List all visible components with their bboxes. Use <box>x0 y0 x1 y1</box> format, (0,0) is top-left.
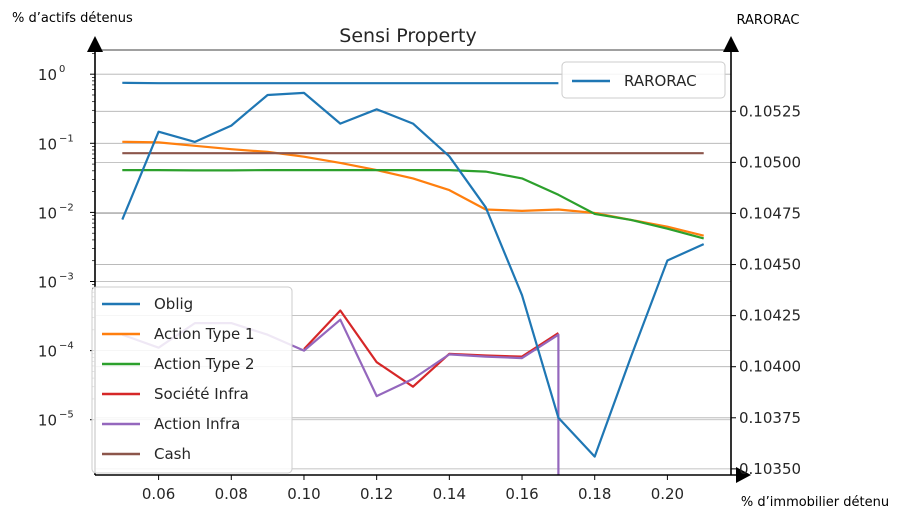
y-right-tick-label: 0.10375 <box>739 409 801 427</box>
y-left-tick-exponent: −2 <box>59 202 74 213</box>
x-tick-label: 0.12 <box>360 485 393 503</box>
chart-title: Sensi Property <box>339 25 476 47</box>
series-line-action-type-1 <box>122 140 704 237</box>
legend-left-box <box>91 286 293 474</box>
x-tick-label: 0.08 <box>215 485 248 503</box>
y-left-tick-exponent: 0 <box>59 64 65 75</box>
y-left-tick-label: 10 <box>38 66 57 84</box>
series-line-action-type-2 <box>122 169 704 240</box>
series-line-rarorac <box>121 91 705 458</box>
y-right-axis-label: RARORAC <box>737 13 800 28</box>
legend-right: RARORAC <box>561 61 726 99</box>
x-tick-label: 0.14 <box>433 485 466 503</box>
x-axis-arrow <box>736 467 751 483</box>
y-left-tick-label: 10 <box>38 135 57 153</box>
legend-label: RARORAC <box>624 72 697 90</box>
y-left-tick-exponent: −1 <box>59 133 74 144</box>
y-right-tick-label: 0.10475 <box>739 204 801 222</box>
y-right-tick-label: 0.10500 <box>739 153 801 171</box>
grid-lines <box>95 73 731 470</box>
x-tick-label: 0.20 <box>651 485 684 503</box>
x-tick-label: 0.18 <box>578 485 611 503</box>
right-axis-series <box>121 91 705 458</box>
y-left-axis-arrow <box>87 36 103 52</box>
y-left-tick-exponent: −3 <box>59 272 74 283</box>
y-right-tick-label: 0.10425 <box>739 307 801 325</box>
legend-label: Action Type 2 <box>154 355 255 373</box>
legend-label: Société Infra <box>154 385 249 403</box>
legend-label: Action Infra <box>154 415 240 433</box>
y-right-tick-label: 0.10400 <box>739 358 801 376</box>
y-right-tick-label: 0.10525 <box>739 102 801 120</box>
x-tick-label: 0.16 <box>505 485 538 503</box>
legend-label: Oblig <box>154 295 193 313</box>
y-right-tick-label: 0.10350 <box>739 460 801 478</box>
x-tick-label: 0.06 <box>142 485 175 503</box>
y-left-axis-label: % d’actifs détenus <box>12 11 133 26</box>
series-line-societe-infra <box>303 309 559 388</box>
x-axis-label: % d’immobilier détenu <box>741 495 889 510</box>
x-tick-label: 0.10 <box>287 485 320 503</box>
y-left-tick-label: 10 <box>38 412 57 430</box>
legend-label: Cash <box>154 445 191 463</box>
y-left-tick-exponent: −4 <box>59 341 74 352</box>
y-right-tick-label: 0.10450 <box>739 256 801 274</box>
y-right-axis-arrow <box>723 36 739 52</box>
y-left-tick-label: 10 <box>38 274 57 292</box>
legend-left: Oblig Action Type 1 Action Type 2 Société I… <box>91 286 293 474</box>
y-left-tick-exponent: −5 <box>59 410 74 421</box>
y-left-tick-label: 10 <box>38 204 57 222</box>
legend-label: Action Type 1 <box>154 325 255 343</box>
y-left-tick-label: 10 <box>38 343 57 361</box>
legend-right-box <box>561 61 726 99</box>
